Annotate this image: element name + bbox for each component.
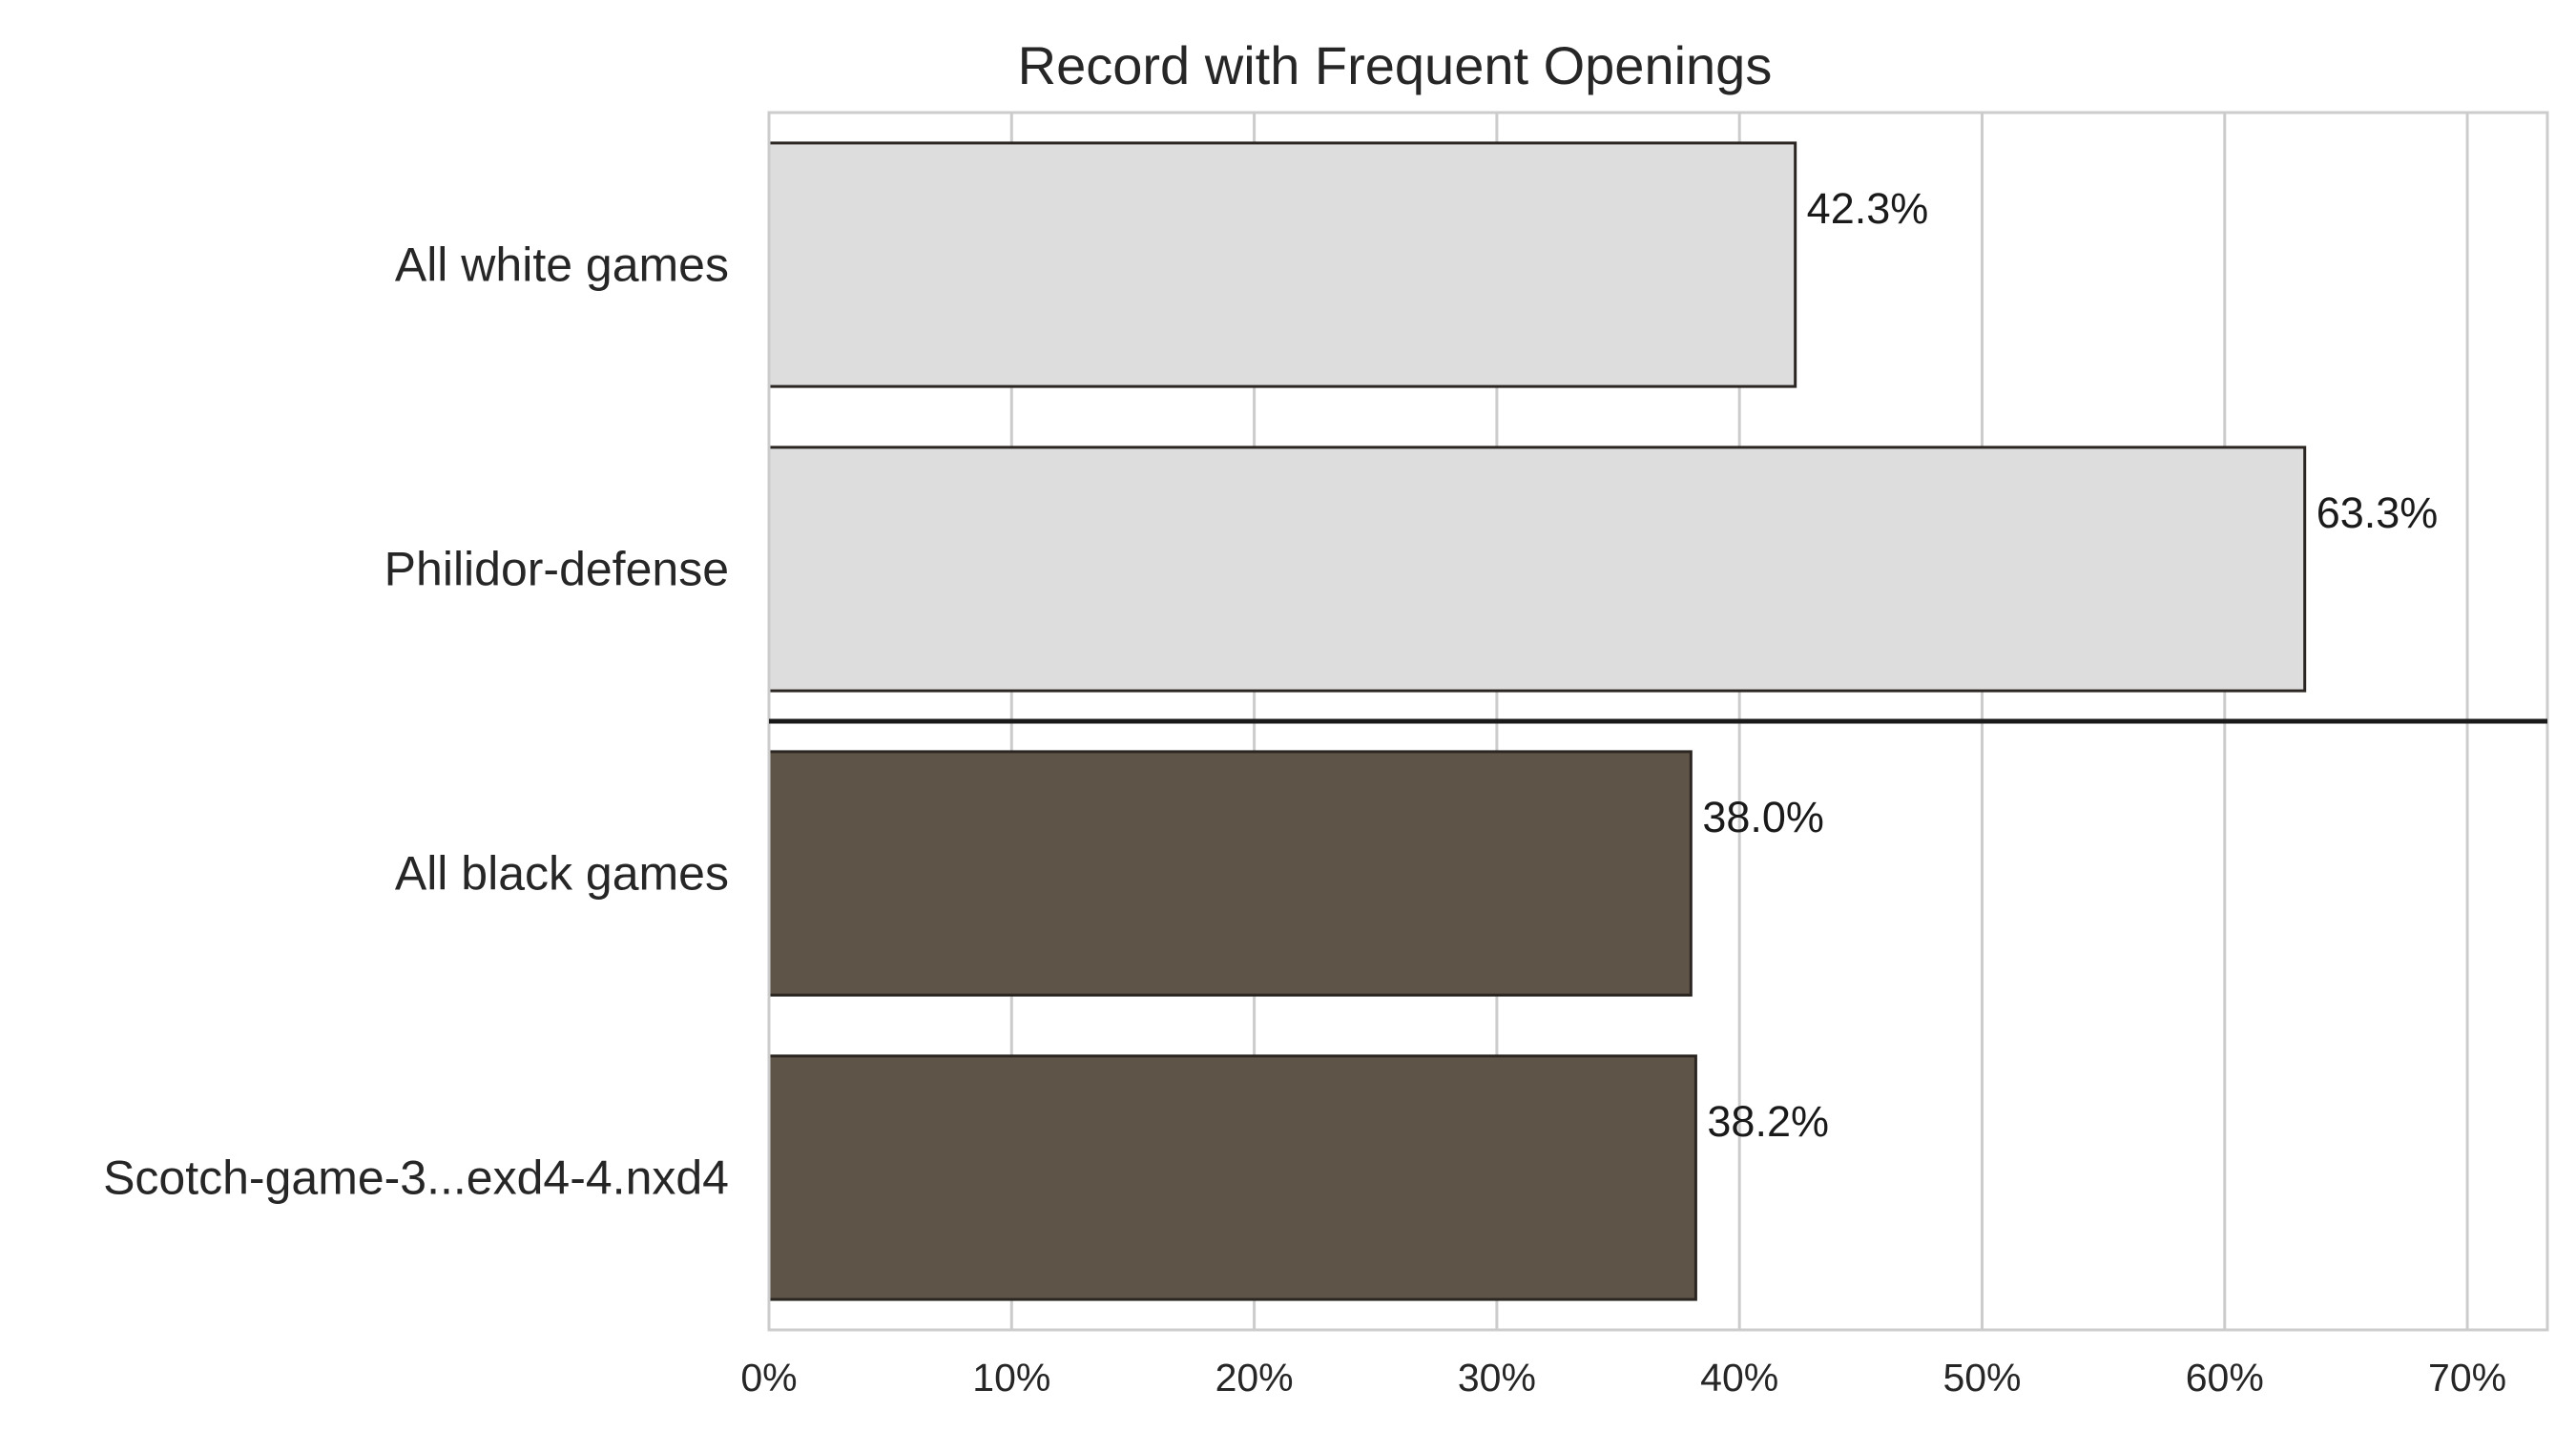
labels-layer: 0% 10% 20% 30% 40% 50% 60% 70% All white games 42…	[103, 184, 2506, 1400]
x-tick-label: 50%	[1942, 1356, 2021, 1400]
x-tick-label: 0%	[740, 1356, 797, 1400]
bar	[767, 446, 2307, 693]
category-label: Philidor-defense	[384, 543, 729, 596]
chart-title: Record with Frequent Openings	[1018, 35, 1773, 95]
x-tick-label: 40%	[1700, 1356, 1778, 1400]
frame-layer	[767, 111, 2549, 1332]
x-tick-label: 20%	[1215, 1356, 1294, 1400]
category-label: All white games	[395, 238, 729, 292]
value-label: 38.0%	[1702, 793, 1824, 841]
category-label: All black games	[395, 847, 729, 901]
x-tick-label: 30%	[1458, 1356, 1536, 1400]
bar	[767, 750, 1693, 997]
bars-layer	[767, 141, 2307, 1301]
x-tick-label: 10%	[972, 1356, 1050, 1400]
value-label: 42.3%	[1807, 184, 1929, 233]
value-label: 38.2%	[1707, 1097, 1829, 1146]
bar	[767, 141, 1797, 388]
category-label: Scotch-game-3...exd4-4.nxd4	[103, 1151, 729, 1205]
x-tick-label: 60%	[2186, 1356, 2264, 1400]
value-label: 63.3%	[2316, 488, 2439, 537]
x-tick-label: 70%	[2428, 1356, 2506, 1400]
bar	[767, 1054, 1697, 1301]
